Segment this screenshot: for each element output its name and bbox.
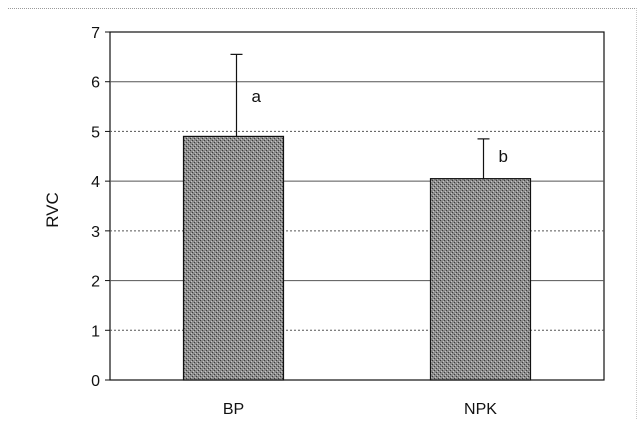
y-tick-label: 7 [91, 25, 100, 42]
y-tick-label: 2 [91, 274, 100, 291]
y-tick-label: 5 [91, 124, 100, 141]
x-category-label: NPK [464, 401, 497, 418]
y-axis-ticks: 0 1 2 3 4 5 6 7 [91, 25, 110, 390]
x-category-label: BP [223, 401, 244, 418]
error-bars [230, 53, 490, 179]
bar-annotations: ab [252, 87, 508, 166]
bars [182, 135, 532, 381]
chart-frame [8, 8, 637, 419]
bar-bp [182, 135, 285, 381]
y-axis-title: RVC [43, 192, 62, 228]
x-axis-labels: BP NPK [223, 401, 497, 418]
y-tick-label: 1 [91, 323, 100, 340]
bar-npk [429, 178, 532, 381]
y-tick-label: 4 [91, 174, 100, 191]
y-tick-label: 0 [91, 373, 100, 390]
y-tick-label: 3 [91, 224, 100, 241]
significance-letter: a [252, 87, 262, 106]
significance-letter: b [499, 147, 508, 166]
y-tick-label: 6 [91, 75, 100, 92]
